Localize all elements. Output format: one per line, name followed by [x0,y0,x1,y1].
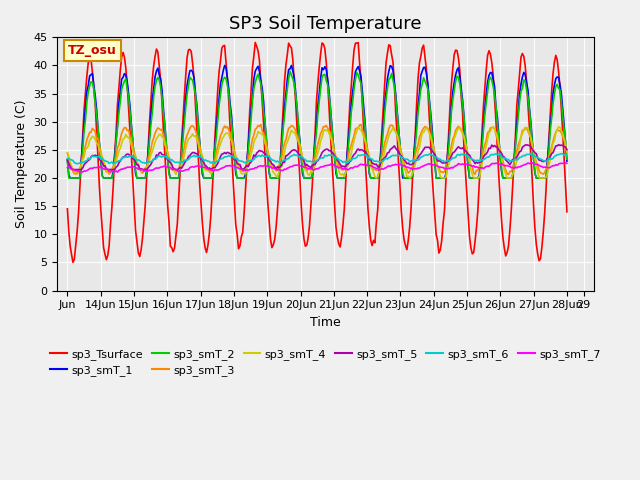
sp3_smT_3 [229,140,237,146]
Line: sp3_smT_6: sp3_smT_6 [67,154,567,164]
sp3_smT_1 [563,158,571,164]
sp3_smT_1 [538,175,546,181]
sp3_smT_4 [229,144,237,150]
sp3_smT_7 [63,165,71,170]
sp3_smT_5 [63,157,71,163]
sp3_smT_2 [538,175,546,181]
sp3_Tsurface [126,128,134,134]
sp3_smT_7 [230,163,238,168]
sp3_smT_5 [214,161,221,167]
sp3_smT_7 [214,167,221,173]
sp3_smT_7 [239,167,246,172]
Y-axis label: Soil Temperature (C): Soil Temperature (C) [15,100,28,228]
Text: TZ_osu: TZ_osu [68,44,117,57]
sp3_smT_2 [286,68,294,74]
sp3_smT_2 [563,156,571,162]
sp3_smT_3 [563,149,571,155]
sp3_Tsurface [538,244,546,250]
sp3_smT_1 [214,111,221,117]
sp3_smT_3 [282,137,290,143]
sp3_smT_4 [372,175,380,181]
sp3_smT_1 [63,157,71,163]
sp3_smT_6 [63,156,71,162]
sp3_smT_1 [221,62,228,68]
sp3_smT_5 [69,167,77,172]
sp3_smT_1 [240,175,248,181]
sp3_smT_3 [125,127,132,132]
sp3_smT_7 [76,169,84,175]
sp3_smT_1 [232,171,239,177]
sp3_smT_2 [65,175,72,181]
Title: SP3 Soil Temperature: SP3 Soil Temperature [229,15,422,33]
Line: sp3_smT_5: sp3_smT_5 [67,144,567,169]
sp3_smT_6 [214,158,221,164]
sp3_smT_7 [563,160,571,166]
Legend: sp3_Tsurface, sp3_smT_1, sp3_smT_2, sp3_smT_3, sp3_smT_4, sp3_smT_5, sp3_smT_6, : sp3_Tsurface, sp3_smT_1, sp3_smT_2, sp3_… [46,344,605,381]
sp3_smT_3 [237,168,245,173]
sp3_smT_5 [284,153,291,158]
sp3_smT_5 [537,157,545,163]
sp3_smT_4 [563,149,571,155]
sp3_smT_6 [230,156,238,161]
sp3_smT_3 [212,150,220,156]
sp3_smT_2 [284,86,291,92]
Line: sp3_smT_4: sp3_smT_4 [67,127,567,178]
sp3_smT_4 [125,135,132,141]
sp3_smT_4 [212,156,220,162]
sp3_smT_5 [555,142,563,147]
sp3_smT_7 [528,160,536,166]
sp3_smT_6 [284,156,291,162]
sp3_smT_4 [537,175,545,181]
sp3_smT_7 [126,164,134,170]
sp3_smT_4 [555,124,563,130]
sp3_smT_4 [282,143,290,148]
sp3_smT_2 [63,157,71,163]
Line: sp3_smT_3: sp3_smT_3 [67,124,567,174]
Line: sp3_smT_7: sp3_smT_7 [67,163,567,172]
X-axis label: Time: Time [310,316,341,329]
sp3_smT_5 [230,157,238,163]
sp3_smT_1 [126,103,134,109]
sp3_smT_6 [109,161,117,167]
sp3_smT_6 [126,153,134,159]
sp3_smT_2 [126,110,134,116]
sp3_Tsurface [230,198,238,204]
sp3_smT_7 [284,165,291,171]
Line: sp3_smT_2: sp3_smT_2 [67,71,567,178]
sp3_smT_2 [230,154,238,159]
sp3_smT_6 [563,153,571,158]
sp3_smT_5 [563,147,571,153]
sp3_smT_3 [63,150,71,156]
sp3_Tsurface [63,206,71,212]
sp3_smT_1 [67,175,74,181]
sp3_smT_2 [214,118,221,123]
sp3_smT_3 [505,171,513,177]
sp3_smT_6 [538,156,546,162]
sp3_smT_7 [538,164,546,169]
sp3_smT_6 [239,158,246,164]
Line: sp3_Tsurface: sp3_Tsurface [67,42,567,263]
sp3_smT_4 [237,170,245,176]
sp3_smT_5 [126,153,134,159]
sp3_Tsurface [214,88,221,94]
sp3_smT_6 [527,151,534,156]
sp3_smT_5 [239,167,246,172]
Line: sp3_smT_1: sp3_smT_1 [67,65,567,178]
sp3_smT_3 [357,121,365,127]
sp3_Tsurface [285,40,292,46]
sp3_Tsurface [239,229,246,235]
sp3_smT_2 [239,175,246,181]
sp3_Tsurface [252,39,259,45]
sp3_smT_4 [63,150,71,156]
sp3_smT_1 [285,67,292,72]
sp3_smT_3 [538,170,546,176]
sp3_Tsurface [563,209,571,215]
sp3_Tsurface [69,260,77,265]
